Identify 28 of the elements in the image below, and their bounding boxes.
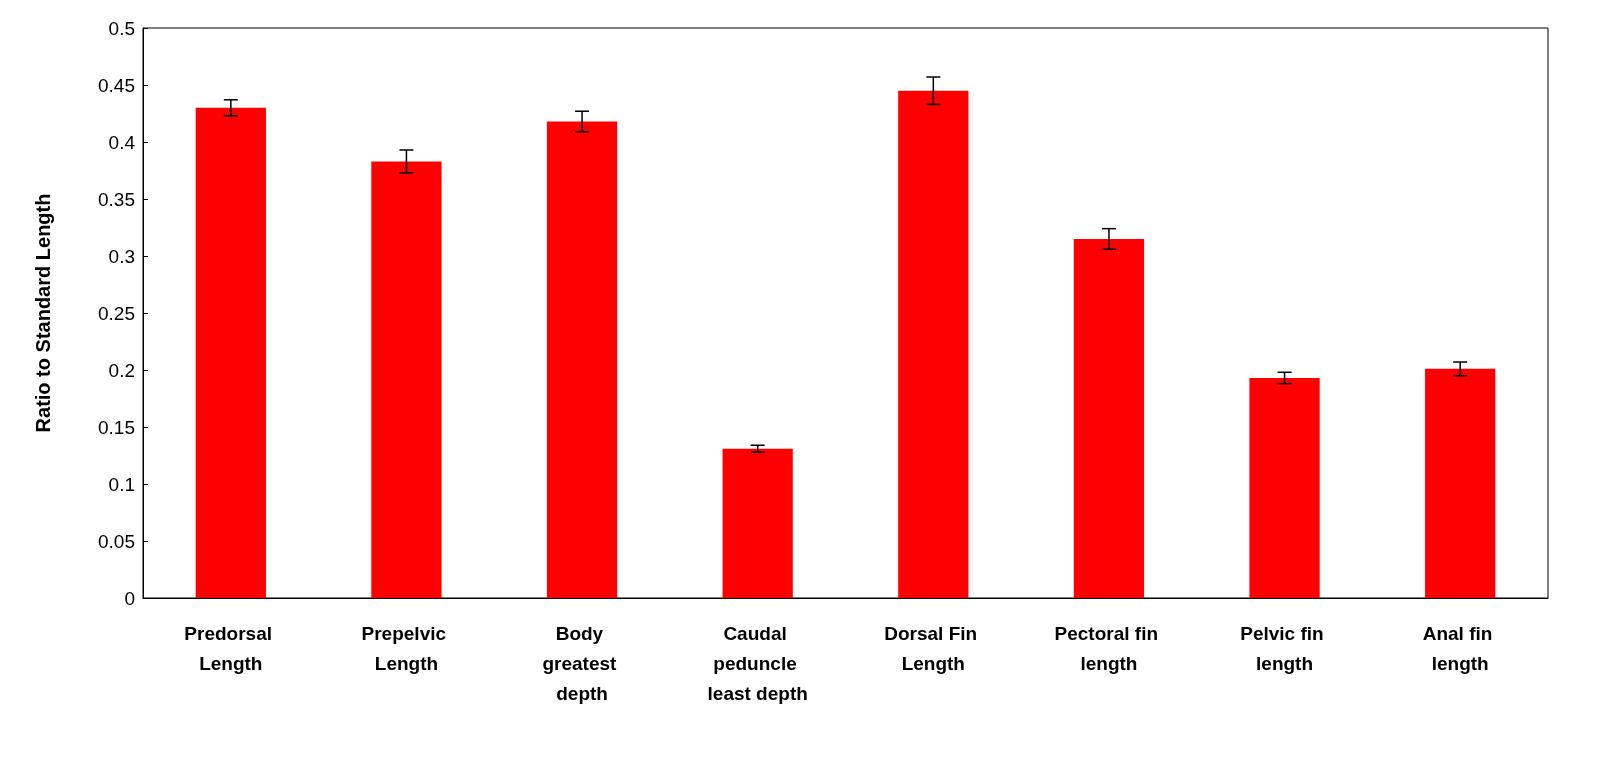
x-tick-label: Anal fin length <box>1422 622 1498 674</box>
y-tick-label: 0.4 <box>108 131 136 153</box>
y-axis-title: Ratio to Standard Length <box>32 193 54 433</box>
y-tick-label: 0.1 <box>108 473 135 495</box>
x-tick-label: Pectoral fin length <box>1054 622 1164 674</box>
bar <box>195 107 266 598</box>
bar <box>371 161 442 598</box>
x-tick-label: Caudal peduncle least depth <box>707 622 808 704</box>
x-tick-label: Prepelvic Length <box>361 622 452 674</box>
bar <box>1073 238 1145 598</box>
y-tick-label: 0.35 <box>98 188 135 210</box>
bar <box>546 121 618 598</box>
y-tick-label: 0.2 <box>108 359 135 381</box>
bar <box>1425 368 1496 598</box>
y-tick-label: 0.25 <box>98 302 135 324</box>
y-tick-label: 0 <box>124 587 135 609</box>
x-tick-label: Body greatest depth <box>542 622 622 704</box>
y-tick-label: 0.5 <box>108 17 135 39</box>
y-tick-label: 0.05 <box>98 530 135 552</box>
x-tick-label: Pelvic fin length <box>1240 622 1329 674</box>
y-tick-label: 0.45 <box>98 74 135 96</box>
bar <box>722 448 793 598</box>
y-tick-label: 0.15 <box>98 416 135 438</box>
bar <box>898 90 969 598</box>
x-tick-label: Predorsal Length <box>184 622 278 674</box>
x-tick-label: Dorsal Fin Length <box>884 622 983 674</box>
bar <box>1249 377 1320 598</box>
y-tick-label: 0.3 <box>108 245 135 267</box>
